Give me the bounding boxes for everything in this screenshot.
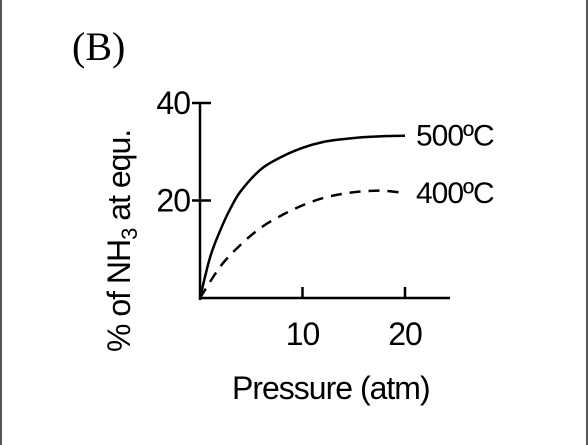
series-line-2 [198,189,406,299]
x-tick-label: 20 [388,316,422,352]
y-axis-label-subscript: 3 [117,228,142,240]
series-label-1: 500ºC [416,120,494,153]
x-tick-label: 10 [286,316,320,352]
y-axis-label-prefix: % of NH [101,240,137,352]
y-tick-label: 20 [156,183,190,219]
series-line-1 [198,134,406,299]
y-axis-label: % of NH3 at equ. [101,130,142,352]
series-label-2: 400ºC [416,177,494,210]
y-tick-label: 40 [156,85,190,121]
y-axis-label-suffix: at equ. [101,130,137,229]
x-axis-label: Pressure (atm) [232,370,430,406]
panel-label: (B) [72,24,125,69]
